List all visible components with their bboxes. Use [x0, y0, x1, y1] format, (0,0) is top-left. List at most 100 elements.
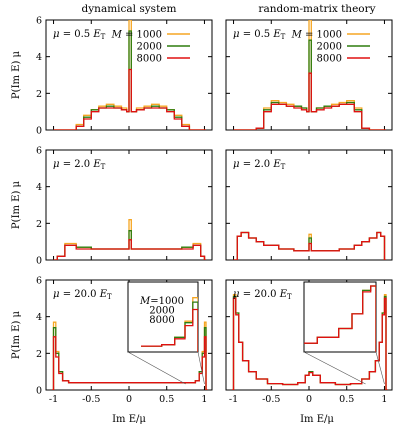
mu-annotation: μ = 0.5 ET: [53, 29, 106, 41]
inset-connector: [303, 351, 366, 385]
legend-label: M = 1000: [111, 30, 162, 41]
y-tick-label: 0: [36, 386, 42, 397]
y-tick-label: 6: [36, 146, 42, 157]
mu-value: = 20.0: [243, 289, 280, 300]
y-tick-label: 6: [36, 16, 42, 27]
x-tick-label: 0: [126, 394, 132, 405]
mu-symbol: μ: [53, 29, 63, 40]
y-tick-label: 4: [36, 312, 42, 323]
column-title-rmt: random-matrix theory: [258, 3, 375, 15]
mu-value: = 0.5: [243, 29, 274, 40]
unit: E: [272, 29, 281, 40]
panel-1-1: μ = 2.0 ET: [225, 149, 393, 261]
unit: E: [92, 29, 101, 40]
inset-connector: [375, 351, 385, 385]
inset-connector: [127, 351, 186, 385]
unit-subscript: T: [281, 163, 286, 171]
mu-annotation: μ = 20.0 ET: [233, 289, 292, 301]
mu-symbol: μ: [233, 289, 243, 300]
mu-symbol: μ: [233, 159, 243, 170]
series-2000: [233, 39, 386, 130]
inset-series-8000: [141, 308, 198, 352]
series-8000: [232, 297, 388, 390]
series-1000: [53, 219, 206, 260]
x-tick-label: -1: [49, 394, 58, 405]
series-8000: [53, 239, 206, 260]
legend-value: 8000: [137, 54, 162, 65]
x-tick-label: -0.5: [82, 394, 100, 405]
inset-frame: [127, 281, 199, 353]
mu-value: = 0.5: [63, 29, 94, 40]
inset-legend-label: 2000: [149, 306, 174, 317]
legend-label: 2000: [317, 42, 342, 53]
panel-2-1: -1 -0.5 0 0.5 1 μ = 20.0 ET: [225, 279, 393, 405]
y-tick-label: 6: [36, 276, 42, 287]
legend-value: = 1000: [305, 30, 342, 41]
y-tick-label: 2: [36, 349, 42, 360]
mu-symbol: μ: [53, 159, 63, 170]
x-tick-label: 0.5: [159, 394, 174, 405]
unit-subscript: T: [101, 33, 106, 41]
y-tick-label: 2: [36, 219, 42, 230]
inset-legend-label: 8000: [149, 315, 174, 326]
inset-legend-label: M=1000: [139, 296, 184, 307]
x-tick-label: 0.5: [339, 394, 354, 405]
y-tick-label: 0: [36, 126, 42, 137]
series-2000: [233, 231, 386, 260]
unit: E: [92, 159, 101, 170]
legend-label: 2000: [137, 42, 162, 53]
unit-subscript: T: [101, 163, 106, 171]
inset-series-8000: [304, 285, 376, 352]
unit: E: [272, 159, 281, 170]
series-8000: [53, 68, 206, 130]
mu-symbol: μ: [53, 289, 63, 300]
mu-annotation: μ = 2.0 ET: [233, 159, 286, 171]
legend-value: 2000: [317, 42, 342, 53]
panel-2-0: 0 2 4 6 -1 -0.5 0 0.5 1 μ = 20.0 ET M=100020008000…: [11, 276, 213, 405]
unit-subscript: T: [281, 33, 286, 41]
y-tick-label: 2: [36, 89, 42, 100]
legend-title: M: [291, 30, 305, 41]
x-tick-label: 1: [381, 394, 387, 405]
inset-legend-value: 8000: [149, 315, 174, 326]
series-8000: [233, 72, 386, 130]
unit: E: [279, 289, 288, 300]
x-tick-label: 1: [201, 394, 207, 405]
x-axis-label-left: Im E/μ: [112, 414, 146, 425]
legend-title: M: [111, 30, 125, 41]
x-tick-label: 0: [306, 394, 312, 405]
legend-value: = 1000: [125, 30, 162, 41]
y-tick-label: 0: [36, 256, 42, 267]
legend-value: 8000: [317, 54, 342, 65]
mu-symbol: μ: [233, 29, 243, 40]
series-1000: [233, 231, 386, 260]
mu-annotation: μ = 0.5 ET: [233, 29, 286, 41]
y-axis-label: P(Im E) μ: [11, 310, 22, 359]
x-axis-label-right: Im E/μ: [300, 414, 334, 425]
inset-connector: [197, 351, 205, 385]
y-tick-label: 4: [36, 182, 42, 193]
y-axis-label: P(Im E) μ: [11, 180, 22, 229]
unit-subscript: T: [107, 293, 112, 301]
mu-value: = 20.0: [63, 289, 100, 300]
legend-value: 2000: [137, 42, 162, 53]
mu-annotation: μ = 2.0 ET: [53, 159, 106, 171]
series-8000: [52, 336, 208, 390]
y-tick-label: 4: [36, 52, 42, 63]
mu-value: = 2.0: [63, 159, 94, 170]
x-tick-label: -0.5: [262, 394, 280, 405]
inset-legend-value: =1000: [150, 296, 184, 307]
legend-label: M = 1000: [291, 30, 342, 41]
inset-legend-value: 2000: [149, 306, 174, 317]
mu-value: = 2.0: [243, 159, 274, 170]
y-axis-label: P(Im E) μ: [11, 50, 22, 99]
unit-subscript: T: [287, 293, 292, 301]
legend-label: 8000: [137, 54, 162, 65]
x-tick-label: -1: [229, 394, 238, 405]
column-title-dynamical: dynamical system: [82, 3, 177, 15]
